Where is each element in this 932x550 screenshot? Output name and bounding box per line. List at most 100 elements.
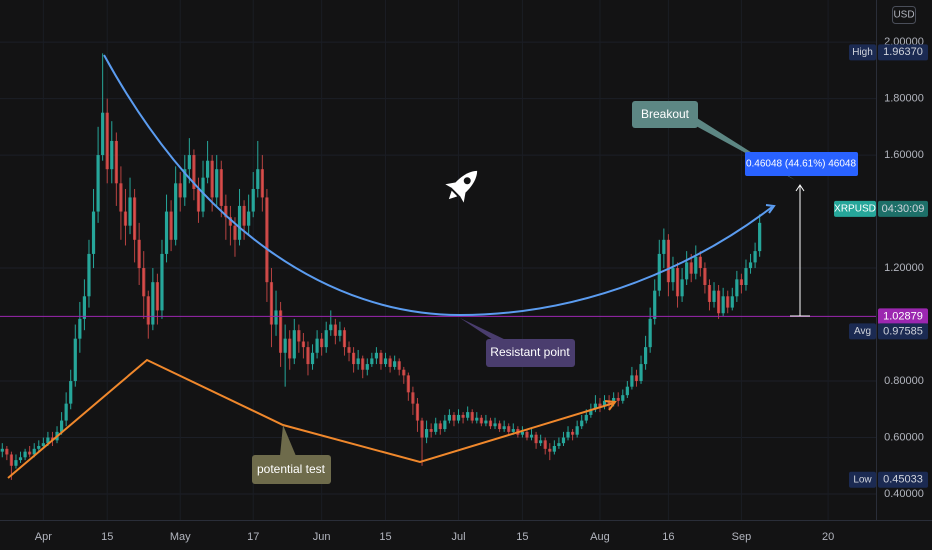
candle-body [9,454,14,466]
candle-body [694,256,698,274]
y-tick-label: 0.80000 [884,375,924,387]
candle-body [406,375,410,393]
level-value: 1.96370 [883,46,923,58]
candle-body [411,392,415,404]
candle-body [247,211,251,226]
candle-body [748,262,753,269]
candle-body [132,197,137,240]
candle-body [698,256,702,269]
x-tick-label: Jul [452,531,466,543]
candle-body [525,431,529,438]
candle-body [329,324,333,331]
candle-body [288,338,292,359]
candle-body [758,222,762,252]
candle-body [712,290,716,302]
candle-body [580,420,584,427]
candle-body [155,282,160,311]
callout-box [486,339,575,367]
candle-body [475,417,479,421]
candle-body [283,338,287,353]
candle-body [612,397,616,404]
candle-body [434,423,438,432]
candle-body [470,412,474,421]
candle-body [584,414,588,421]
candle-body [119,183,123,212]
candle-body [685,262,689,280]
candle-body [5,448,9,455]
candle-body [306,347,310,365]
candle-body [110,140,114,170]
candle-body [566,431,570,438]
x-tick-label: 15 [101,531,113,543]
price-label: 1.02879 [883,310,923,322]
candle-body [753,251,757,263]
candle-body [730,296,734,308]
symbol: XRPUSD [834,203,876,214]
candle-body [447,414,452,421]
candle-body [570,431,575,435]
candle-body [452,414,456,421]
level-value-box [878,44,928,61]
candle-body [320,338,324,348]
callout-text: Breakout [641,107,690,121]
candle-body [274,310,278,325]
candle-body [205,160,210,178]
candle-body [707,284,712,302]
candle-body [424,429,429,438]
candle-body [46,437,50,444]
candle-body [18,457,23,461]
candle-body [37,445,41,449]
candle-body [251,188,255,212]
level-name-box [849,44,876,61]
candle-body [393,361,397,367]
x-tick-label: Sep [732,531,752,543]
candle-body [415,403,420,421]
candle-body [689,262,693,274]
candle-body [14,460,18,466]
candle-body [278,310,283,353]
candle-body [224,205,228,218]
measure-box [745,152,858,176]
countdown-box [878,200,928,217]
candle-body [82,296,87,319]
candle-body [210,160,214,198]
candle-body [292,330,296,359]
candle-body [548,448,552,452]
currency[interactable]: USD [893,10,914,21]
candle-body [237,205,242,240]
currency-button[interactable] [892,6,916,24]
callout-box [252,455,331,484]
y-tick-label: 1.80000 [884,92,924,104]
candle-body [260,169,264,198]
candle-body [438,423,442,430]
candle-body [726,296,730,308]
candle-body [0,448,4,452]
candle-body [383,358,388,365]
candle-body [142,268,146,297]
symbol-box [834,200,876,217]
candle-body [602,400,607,407]
candle-body [23,451,27,458]
y-tick-label: 0.40000 [884,488,924,500]
candle-body [589,409,593,415]
candle-body [662,239,666,254]
candle-body [169,211,173,240]
candle-body [675,268,680,297]
candle-body [123,211,128,226]
callout-box [632,101,698,128]
y-tick-label: 1.60000 [884,149,924,161]
candle-body [625,386,629,396]
candle-body [443,420,447,430]
candle-body [716,290,721,314]
candle-body [456,414,461,421]
candle-body [297,330,301,342]
candle-body [215,169,219,198]
candle-body [466,412,470,418]
candle-body [365,364,369,370]
candle-body [269,282,274,325]
candle-body [621,395,625,401]
rocket-icon [445,170,478,203]
candle-body [653,290,657,319]
